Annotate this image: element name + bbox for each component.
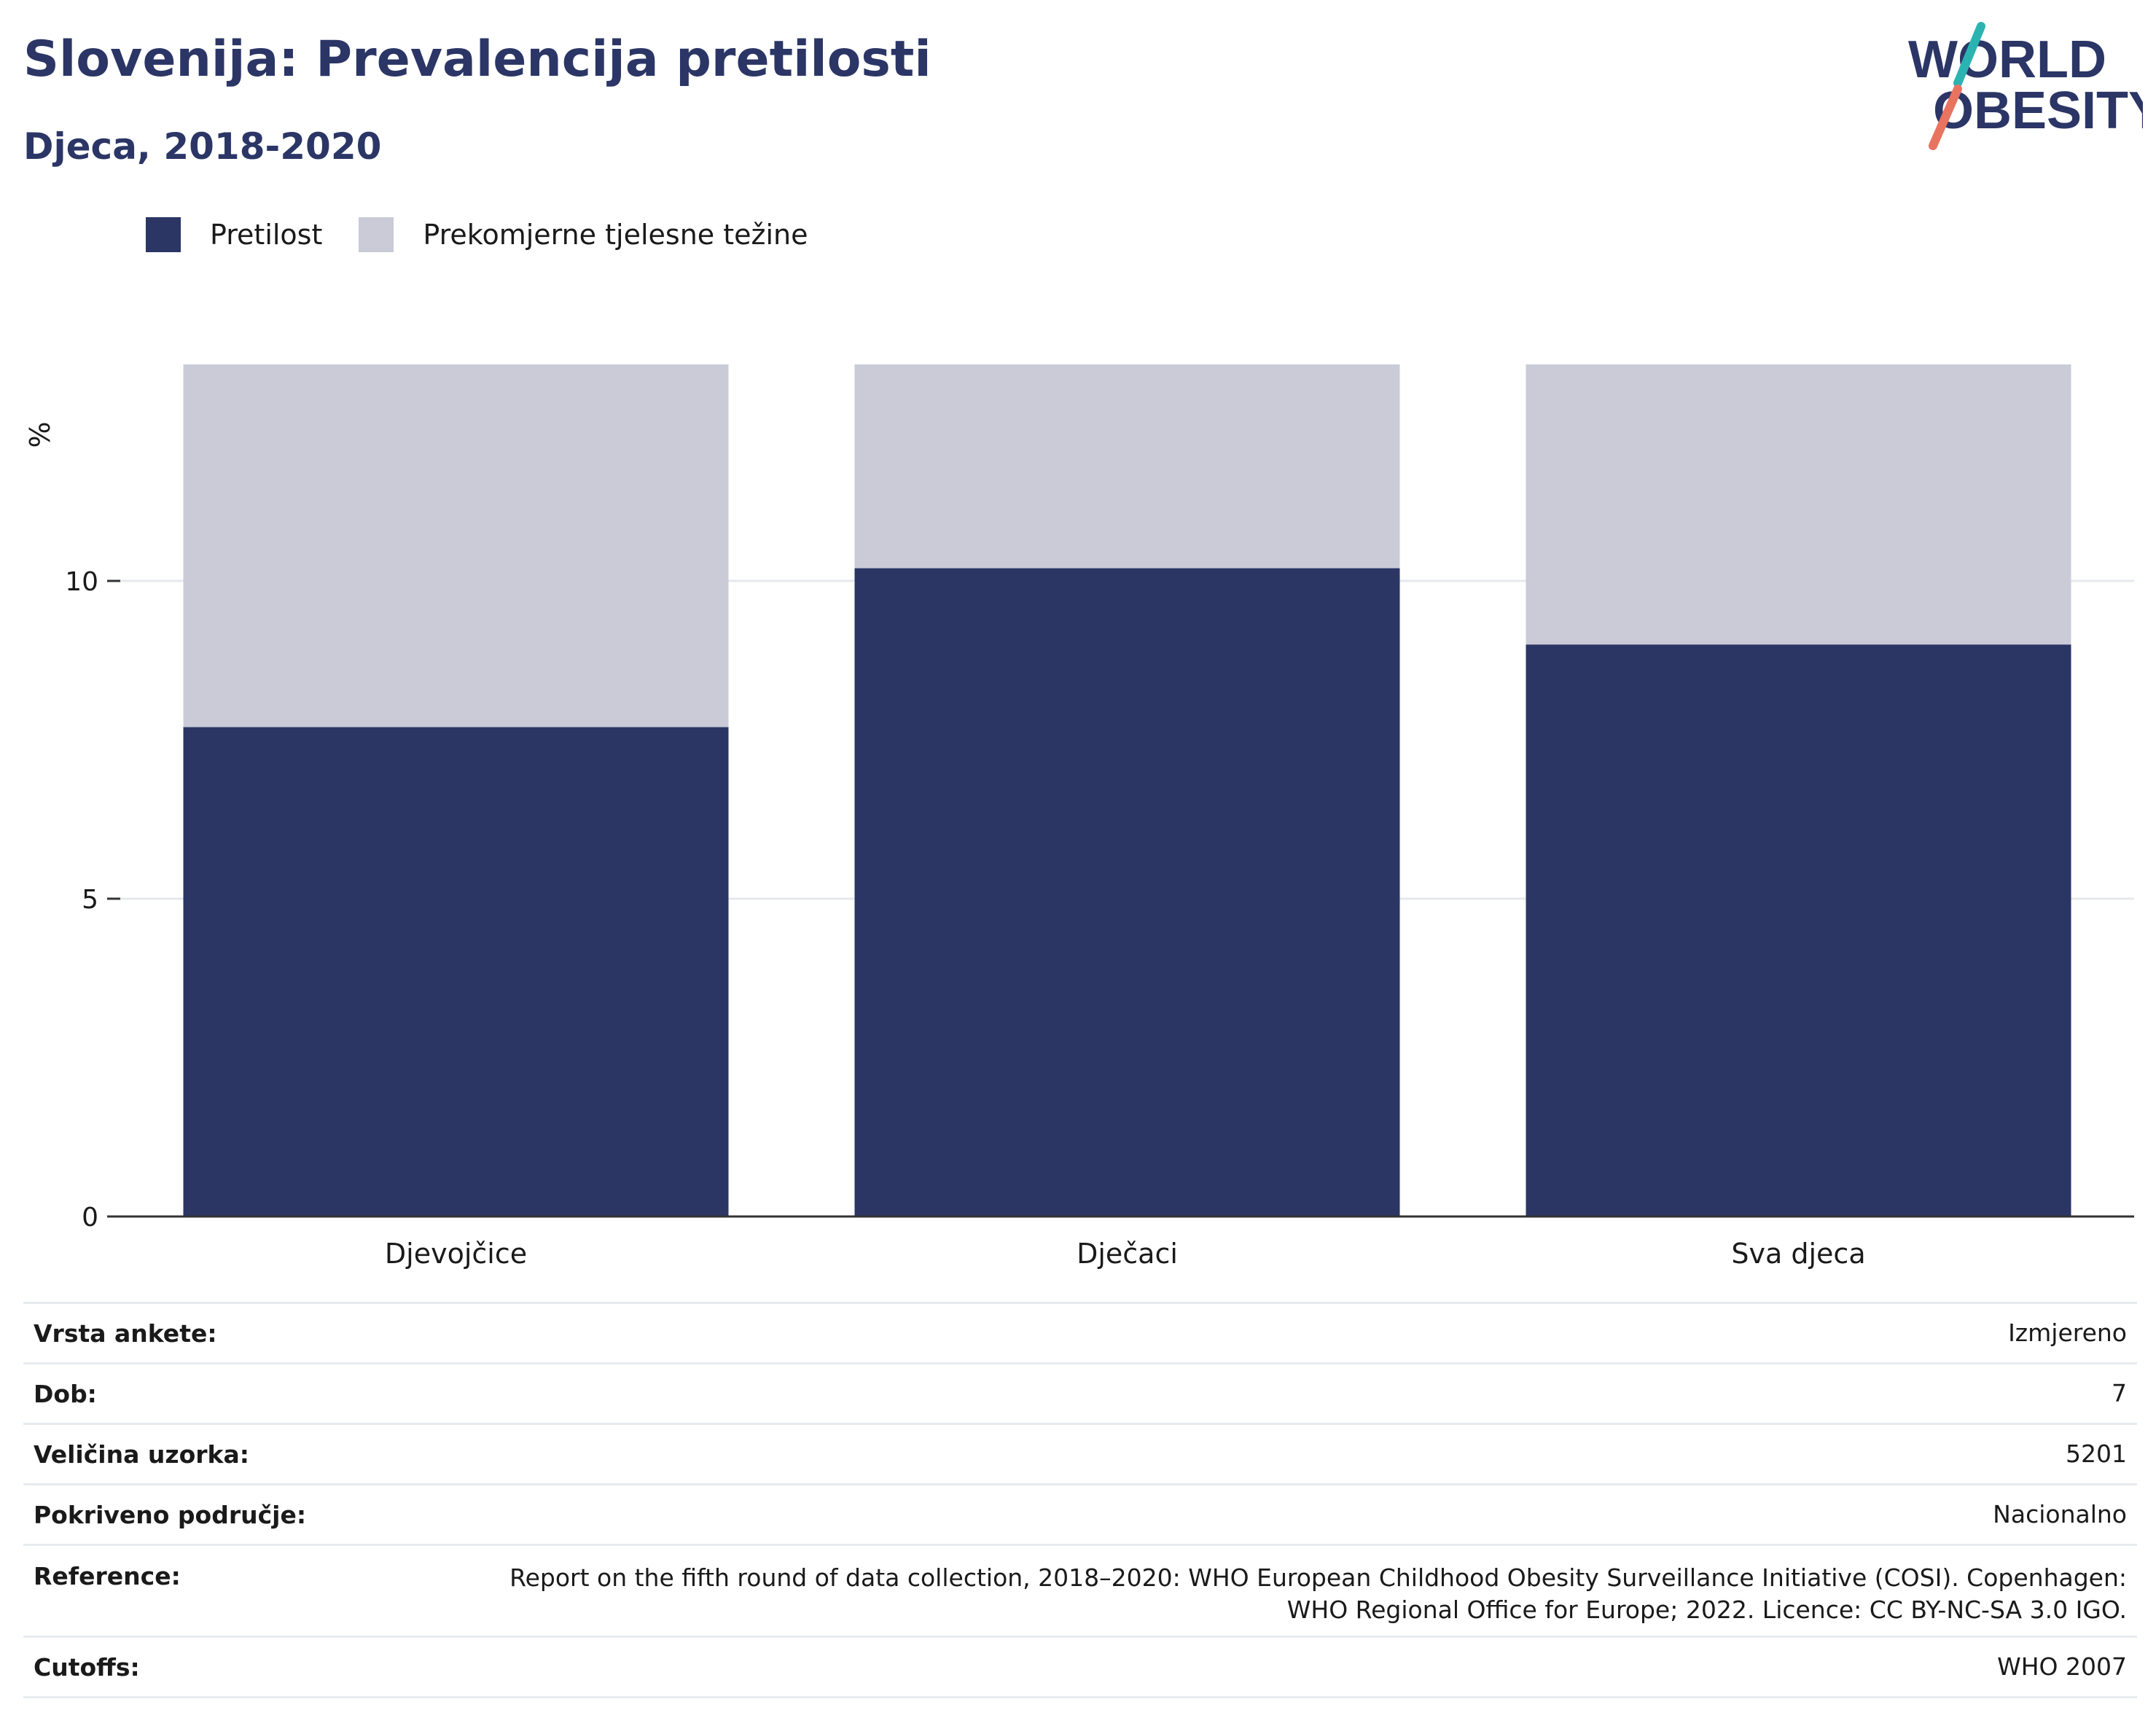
info-row-survey-type: Vrsta ankete: Izmjereno bbox=[23, 1302, 2137, 1364]
info-value: 5201 bbox=[2066, 1440, 2127, 1468]
legend-swatch-obesity bbox=[146, 217, 181, 252]
info-key: Cutoffs: bbox=[34, 1652, 140, 1682]
chart-title: Slovenija: Prevalencija pretilosti bbox=[23, 31, 931, 88]
info-row-age: Dob: 7 bbox=[23, 1364, 2137, 1425]
info-key: Pokriveno područje: bbox=[34, 1500, 307, 1529]
svg-text:OBESITY: OBESITY bbox=[1933, 82, 2143, 140]
world-obesity-logo: WORLD OBESITY bbox=[1908, 22, 2143, 150]
info-row-coverage: Pokriveno područje: Nacionalno bbox=[23, 1485, 2137, 1546]
y-tick-label: 10 bbox=[65, 567, 98, 597]
bar-overweight bbox=[183, 364, 729, 727]
info-value: Nacionalno bbox=[1993, 1500, 2127, 1528]
svg-text:WORLD: WORLD bbox=[1908, 31, 2106, 89]
y-tick-label: 5 bbox=[82, 885, 98, 915]
legend-label-overweight: Prekomjerne tjelesne težine bbox=[423, 219, 808, 251]
info-value: Report on the fifth round of data collec… bbox=[509, 1563, 2127, 1624]
bar-obesity bbox=[1526, 644, 2071, 1216]
y-axis-label: % bbox=[24, 421, 56, 448]
bar-obesity bbox=[183, 727, 729, 1216]
info-row-sample-size: Veličina uzorka: 5201 bbox=[23, 1425, 2137, 1485]
legend-label-obesity: Pretilost bbox=[210, 219, 323, 251]
chart-legend: Pretilost Prekomjerne tjelesne težine bbox=[146, 216, 845, 254]
info-value: 7 bbox=[2112, 1379, 2127, 1407]
info-key: Dob: bbox=[34, 1379, 97, 1408]
x-tick-label: Sva djeca bbox=[1731, 1238, 1865, 1270]
info-row-reference: Reference: Report on the fifth round of … bbox=[23, 1546, 2137, 1638]
x-tick-label: Djevojčice bbox=[385, 1238, 527, 1270]
y-tick-label: 0 bbox=[82, 1203, 98, 1233]
info-key: Veličina uzorka: bbox=[34, 1440, 249, 1469]
info-value: WHO 2007 bbox=[1997, 1652, 2127, 1681]
chart-subtitle: Djeca, 2018-2020 bbox=[23, 125, 382, 168]
bar-overweight bbox=[854, 364, 1400, 569]
info-value: Izmjereno bbox=[2008, 1319, 2127, 1347]
bar-obesity bbox=[854, 568, 1400, 1216]
info-key: Reference: bbox=[34, 1562, 181, 1590]
bar-overweight bbox=[1526, 364, 2071, 645]
info-key: Vrsta ankete: bbox=[34, 1319, 217, 1348]
info-row-cutoffs: Cutoffs: WHO 2007 bbox=[23, 1638, 2137, 1698]
x-tick-label: Dječaci bbox=[1077, 1238, 1178, 1270]
legend-swatch-overweight bbox=[359, 217, 394, 252]
info-table: Vrsta ankete: Izmjereno Dob: 7 Veličina … bbox=[23, 1302, 2137, 1698]
